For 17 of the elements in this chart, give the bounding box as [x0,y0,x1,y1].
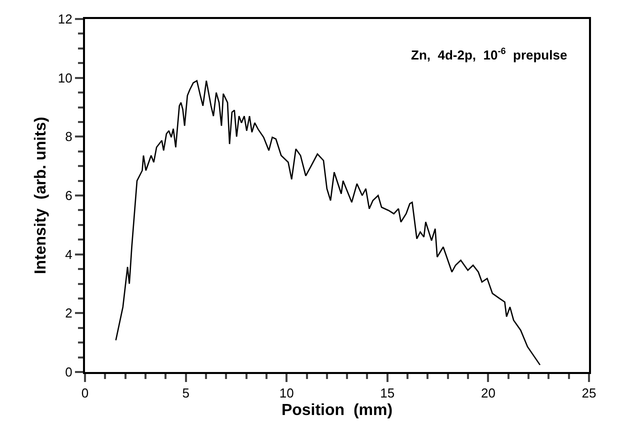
x-tick-label: 25 [582,386,596,401]
x-tick-label: 15 [380,386,395,401]
x-tick-label: 0 [81,386,89,401]
line-series [115,80,541,366]
y-tick-label: 4 [65,246,72,262]
y-tick-label: 8 [65,129,72,144]
y-tick-label: 6 [65,188,72,204]
y-tick-label: 2 [65,306,72,321]
annotation: Zn, 4d-2p, 10$^{-6}$ prepulse [411,46,568,62]
y-tick-label: 12 [58,12,72,27]
x-tick-label: 20 [480,386,496,401]
x-axis-title: Position (mm) [281,402,393,419]
x-tick-label: 10 [279,386,294,401]
y-tick-label: 0 [65,364,72,380]
y-tick-label: 10 [58,70,72,86]
x-tick-label: 5 [182,386,190,401]
y-axis-title: Intensity (arb. units) [32,116,50,274]
